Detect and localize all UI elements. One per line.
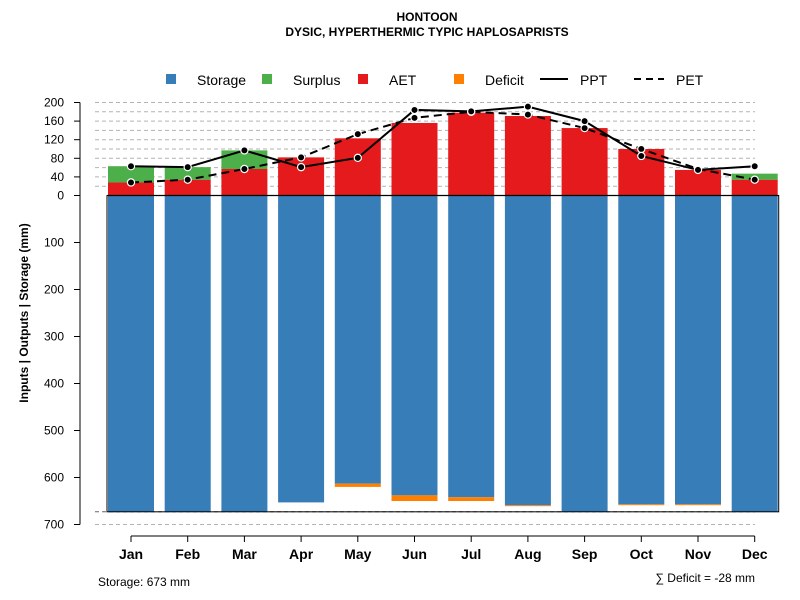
y-tick-label: 0 (57, 189, 64, 203)
ppt-point (467, 107, 476, 116)
ppt-point (353, 153, 362, 163)
bar-aet (675, 169, 721, 196)
ppt-point (410, 105, 419, 115)
pet-line (130, 110, 755, 184)
ppt-point (296, 162, 306, 172)
ppt-point (750, 162, 759, 171)
legend-label-surplus: Surplus (293, 72, 340, 88)
x-tick-label: Aug (514, 546, 541, 562)
x-tick-label: Mar (232, 546, 257, 562)
y-tick-label: 600 (44, 471, 64, 485)
bar-storage (221, 195, 268, 512)
bar-deficit (504, 505, 551, 507)
legend-label-deficit: Deficit (485, 72, 524, 88)
ppt-point (183, 162, 192, 172)
legend-swatch-surplus (262, 74, 272, 84)
bar-aet (504, 115, 551, 196)
x-tick-label: Jun (402, 546, 427, 562)
bar-aet (221, 168, 268, 196)
y-tick-label: 120 (44, 133, 64, 147)
chart-title: HONTOON (396, 10, 457, 24)
ppt-line (130, 105, 755, 171)
legend-label-aet: AET (389, 72, 417, 88)
bar-storage (561, 195, 608, 512)
axes: 0 40 80 120 160 200 100 200 300 400 500 600 700 Jan Fe… (44, 96, 768, 563)
storage-footnote: Storage: 673 mm (98, 575, 190, 589)
bars (106, 112, 780, 513)
x-tick-label: Oct (630, 546, 654, 562)
x-tick-label: Jul (461, 546, 481, 562)
pet-point (637, 144, 646, 154)
chart-subtitle: DYSIC, HYPERTHERMIC TYPIC HAPLOSAPRISTS (285, 25, 568, 39)
legend: Storage Surplus AET Deficit PPT PET (166, 72, 704, 88)
bar-storage (504, 195, 551, 506)
pet-point (353, 129, 362, 139)
pet-point (240, 164, 249, 174)
bar-aet (731, 179, 778, 196)
ppt-point (693, 165, 703, 175)
bar-aet (448, 112, 495, 196)
bar-storage (618, 195, 665, 505)
y-tick-label: 100 (44, 236, 64, 250)
x-tick-label: Apr (289, 546, 314, 562)
pet-point (126, 178, 136, 187)
y-tick-label: 80 (51, 151, 65, 165)
ppt-point (580, 116, 589, 126)
y-tick-label: 400 (44, 377, 64, 391)
y-tick-label: 500 (44, 424, 64, 438)
x-tick-label: May (344, 546, 371, 562)
pet-point (580, 123, 589, 133)
bar-deficit (334, 483, 381, 487)
series-lines (126, 102, 759, 187)
y-tick-label: 40 (51, 170, 65, 184)
y-axis-label: Inputs | Outputs | Storage (mm) (17, 223, 31, 402)
pet-point (410, 113, 419, 123)
bar-storage (164, 195, 211, 512)
x-tick-label: Sep (572, 546, 598, 562)
bar-deficit (391, 495, 438, 501)
bar-storage (278, 195, 325, 503)
ppt-point (637, 151, 646, 161)
bar-storage (391, 195, 438, 496)
ppt-point (523, 102, 533, 111)
x-tick-label: Jan (119, 546, 143, 562)
bar-aet (391, 122, 438, 196)
legend-swatch-storage (166, 74, 176, 84)
bar-aet (164, 179, 211, 196)
legend-label-storage: Storage (197, 72, 246, 88)
x-tick-label: Dec (742, 546, 768, 562)
y-tick-label: 160 (44, 114, 64, 128)
ppt-point (240, 146, 249, 155)
bar-surplus (221, 150, 268, 169)
bar-storage (334, 195, 381, 484)
y-tick-label: 300 (44, 330, 64, 344)
legend-label-pet: PET (676, 72, 704, 88)
bar-aet (334, 138, 381, 196)
bar-aet (561, 128, 608, 196)
deficit-footnote: ∑ Deficit = -28 mm (655, 571, 755, 585)
bar-storage (675, 195, 721, 505)
legend-label-ppt: PPT (580, 72, 608, 88)
pet-point (296, 153, 306, 162)
bar-deficit (448, 497, 495, 501)
legend-swatch-aet (358, 74, 368, 84)
ppt-point (126, 162, 136, 171)
bar-deficit (675, 504, 721, 506)
bar-storage (731, 195, 778, 512)
x-tick-label: Feb (175, 546, 200, 562)
y-tick-label: 700 (44, 518, 64, 532)
pet-point (523, 110, 533, 119)
bar-aet (108, 182, 154, 196)
bar-storage (108, 195, 154, 512)
y-tick-label: 200 (44, 283, 64, 297)
y-tick-label: 200 (44, 96, 64, 110)
pet-point (183, 175, 192, 184)
bar-storage (448, 195, 495, 498)
x-tick-label: Nov (685, 546, 712, 562)
bar-surplus (108, 166, 154, 183)
pet-point (750, 175, 759, 184)
legend-swatch-deficit (454, 74, 464, 84)
bar-deficit (618, 504, 665, 506)
